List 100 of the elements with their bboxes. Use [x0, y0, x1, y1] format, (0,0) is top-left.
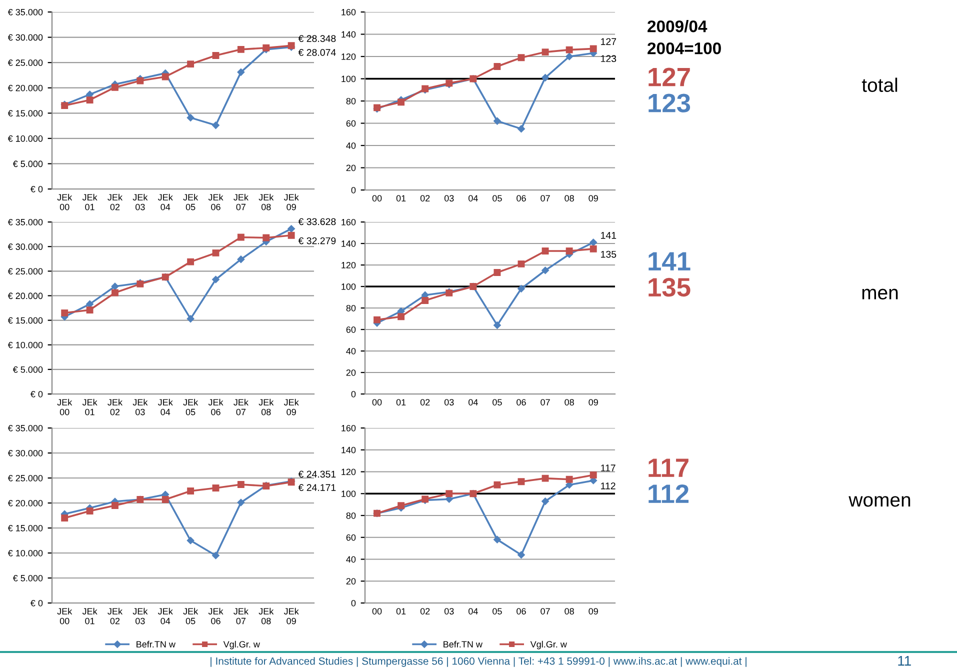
annotation: 135	[648, 278, 690, 297]
y-tick-label: € 35.000	[8, 424, 43, 432]
y-tick-label: 120	[342, 53, 356, 60]
data-label: 127	[601, 38, 616, 45]
x-tick-label: JEk 06	[208, 398, 224, 416]
x-tick-label: 04	[468, 399, 478, 406]
x-tick-label: 09	[588, 399, 598, 406]
x-tick-label: 00	[372, 399, 382, 406]
y-tick-label: € 35.000	[8, 8, 43, 16]
text: women	[848, 496, 910, 507]
x-tick-label: 01	[396, 608, 406, 614]
x-tick-label: 00	[372, 195, 382, 202]
y-tick-label: 100	[342, 283, 356, 290]
y-tick-label: 160	[342, 8, 356, 16]
text: | Institute for Advanced Studies | Stumpergasse 56 | 1060 Vienna | Tel: +43 1 59991-0 | www.ihs.ac.at | www.equi.at |	[210, 657, 746, 667]
x-tick-label: 01	[396, 399, 406, 406]
x-tick-label: 03	[444, 195, 454, 202]
x-tick-label: JEk 06	[208, 608, 224, 624]
x-tick-label: 07	[540, 195, 550, 202]
x-tick-label: JEk 03	[132, 398, 148, 416]
y-tick-label: 0	[351, 390, 356, 398]
y-tick-label: € 20.000	[8, 84, 43, 92]
y-tick-label: 80	[346, 98, 356, 104]
y-tick-label: 60	[346, 120, 356, 127]
x-tick-label: 00	[372, 608, 382, 614]
data-label: 117	[601, 464, 616, 472]
data-label: € 33.628	[298, 218, 336, 226]
y-tick-label: € 15.000	[8, 317, 43, 324]
y-tick-label: 160	[342, 218, 356, 226]
x-tick-label: JEk 00	[57, 398, 72, 416]
y-tick-label: € 10.000	[8, 550, 43, 556]
data-label: 141	[601, 232, 616, 239]
data-label: 135	[601, 250, 616, 258]
x-tick-label: JEk 08	[258, 194, 274, 210]
x-tick-label: JEk 08	[258, 608, 274, 624]
y-tick-label: € 20.000	[8, 500, 43, 506]
y-tick-label: 40	[346, 142, 356, 149]
annotation: 123	[648, 94, 690, 112]
y-tick-label: 80	[346, 304, 356, 312]
x-tick-label: JEk 09	[284, 608, 299, 624]
x-tick-label: 06	[516, 195, 526, 202]
legend-label: Vgl.Gr. w	[223, 640, 260, 650]
data-label: 123	[601, 55, 616, 62]
x-tick-label: JEk 05	[183, 608, 198, 624]
legend-label: Befr.TN w	[444, 640, 482, 648]
x-tick-label: JEk 06	[208, 194, 224, 210]
x-tick-label: JEk 03	[132, 194, 148, 210]
annotation: 117	[648, 458, 688, 477]
y-tick-label: 60	[346, 534, 356, 541]
x-tick-label: JEk 04	[158, 608, 173, 624]
x-tick-label: JEk 09	[284, 398, 299, 416]
y-tick-label: 100	[342, 490, 356, 497]
x-tick-label: 04	[468, 195, 478, 202]
y-tick-label: 0	[351, 186, 356, 194]
x-tick-label: 09	[588, 195, 598, 202]
data-label: € 28.074	[298, 49, 336, 56]
x-tick-label: 08	[564, 608, 574, 614]
y-tick-label: € 20.000	[8, 292, 43, 300]
y-tick-label: 160	[342, 424, 356, 432]
legend-label: Vgl.Gr. w	[530, 640, 567, 650]
x-tick-label: 05	[492, 399, 502, 406]
y-tick-label: 120	[342, 262, 356, 268]
y-tick-label: € 30.000	[8, 244, 43, 250]
y-tick-label: € 0	[30, 600, 43, 606]
x-tick-label: JEk 01	[82, 608, 98, 624]
y-tick-label: 140	[342, 240, 356, 247]
x-tick-label: JEk 07	[234, 608, 248, 624]
y-tick-label: 20	[346, 164, 356, 172]
legend-label: Befr.TN w	[136, 640, 176, 648]
x-tick-label: JEk 02	[108, 194, 123, 210]
x-tick-label: 06	[516, 399, 526, 406]
annotation: 112	[648, 484, 689, 503]
x-tick-label: JEk 02	[108, 608, 123, 624]
data-label: € 24.351	[298, 470, 336, 478]
x-tick-label: JEk 07	[234, 398, 248, 416]
x-tick-label: JEk 03	[132, 608, 148, 624]
x-tick-label: JEk 00	[57, 194, 72, 210]
y-tick-label: € 10.000	[8, 342, 43, 348]
y-tick-label: 20	[346, 578, 356, 584]
y-tick-label: € 30.000	[8, 450, 43, 456]
x-tick-label: 02	[420, 608, 430, 614]
y-tick-label: 20	[346, 369, 356, 376]
text: men	[862, 288, 898, 300]
y-tick-label: 140	[342, 446, 356, 454]
data-label: € 24.171	[298, 484, 336, 492]
y-tick-label: € 25.000	[8, 60, 43, 66]
x-tick-label: 09	[588, 608, 598, 614]
x-tick-label: 07	[540, 399, 550, 406]
x-tick-label: 07	[540, 608, 550, 614]
y-tick-label: € 15.000	[8, 524, 43, 532]
x-tick-label: 04	[468, 608, 478, 614]
y-tick-label: 140	[342, 31, 356, 38]
y-tick-label: € 10.000	[8, 135, 43, 142]
annotation: 127	[648, 68, 690, 86]
text: 2009/04	[648, 20, 708, 32]
y-tick-label: € 30.000	[8, 34, 43, 41]
y-tick-label: € 5.000	[12, 574, 43, 582]
y-tick-label: 100	[342, 76, 356, 82]
annotation: 141	[648, 252, 690, 270]
data-label: € 32.279	[298, 237, 336, 244]
